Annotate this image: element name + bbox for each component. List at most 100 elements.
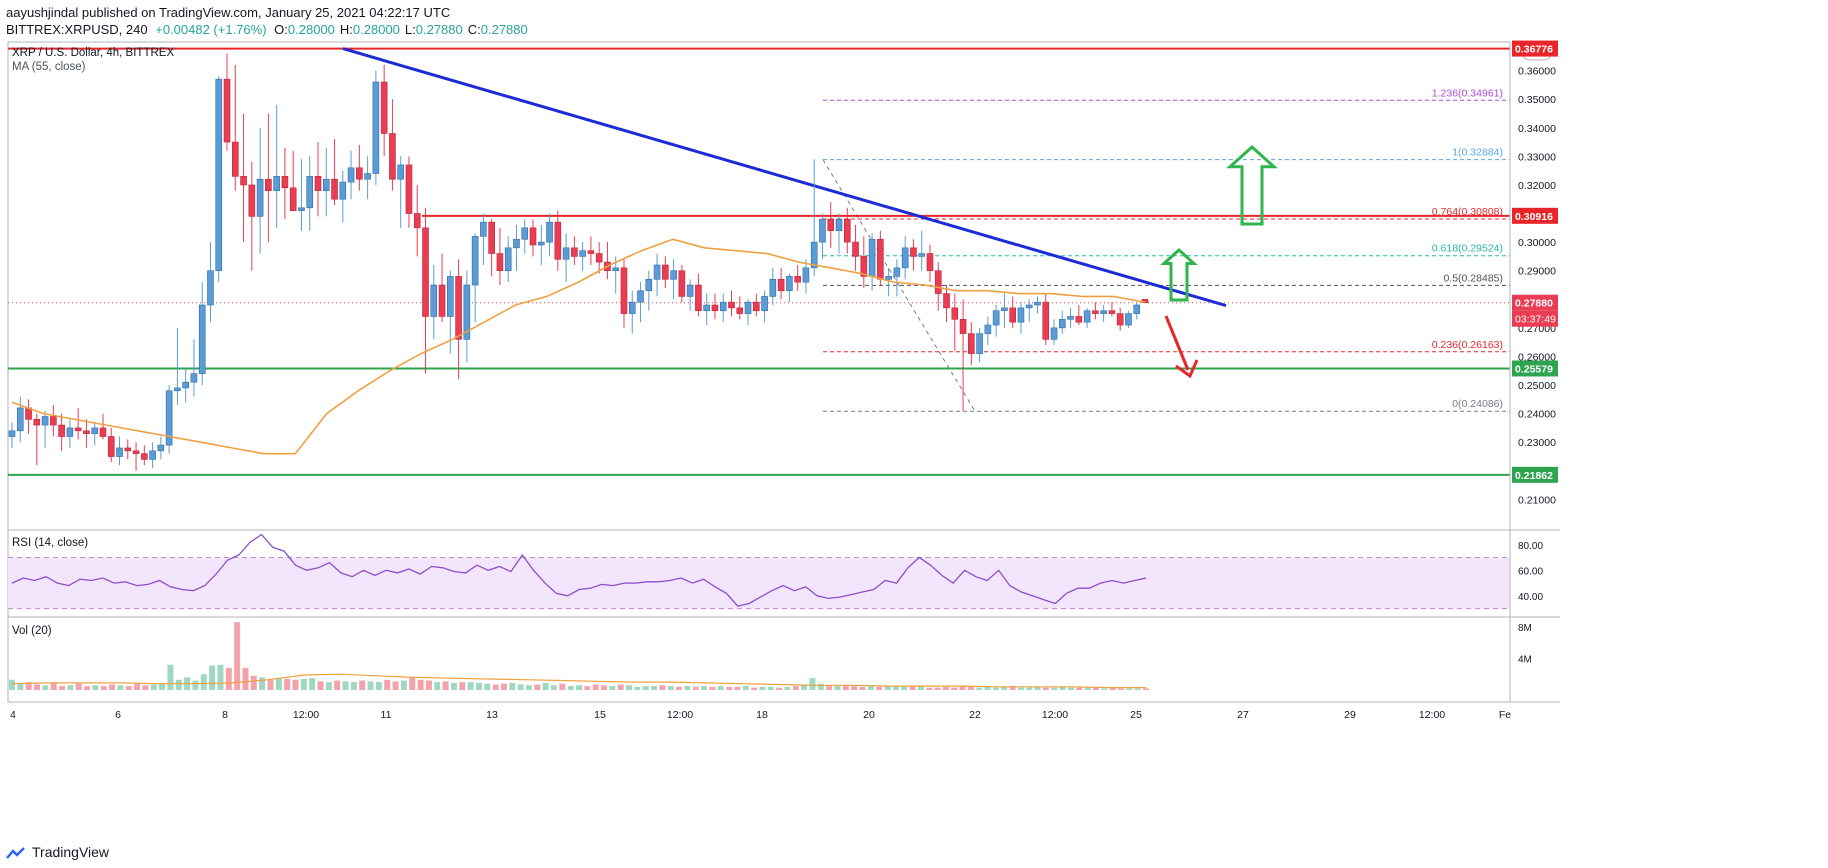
- rsi-title: RSI (14, close): [12, 537, 88, 549]
- volume-bar: [525, 685, 532, 690]
- volume-bar: [609, 686, 616, 690]
- volume-bar: [200, 674, 207, 690]
- fib-level-label: 1.236(0.34961): [1432, 87, 1503, 99]
- volume-bar: [342, 681, 349, 690]
- candle-body: [207, 270, 214, 306]
- price-axis-tick: 0.21000: [1518, 494, 1556, 506]
- volume-bar: [250, 675, 257, 690]
- volume-bar: [375, 682, 382, 690]
- volume-bar: [1101, 688, 1108, 690]
- candle-body: [422, 227, 429, 317]
- price-axis-tick: 0.36000: [1518, 66, 1556, 78]
- price-tag: [1512, 466, 1558, 483]
- price-tag-label: 0.21862: [1515, 470, 1553, 482]
- candle-body: [943, 293, 950, 309]
- candle-body: [893, 267, 901, 277]
- volume-bar: [134, 683, 141, 690]
- volume-bar: [884, 686, 891, 690]
- volume-bar: [834, 686, 841, 690]
- volume-bar: [751, 687, 758, 690]
- volume-bar: [817, 683, 824, 690]
- volume-bar: [434, 682, 441, 690]
- volume-bar: [350, 682, 357, 690]
- candle-body: [786, 276, 793, 292]
- tradingview-logo[interactable]: [6, 846, 26, 860]
- candle-body: [281, 176, 289, 189]
- ohlc-value: 0.27880: [415, 22, 463, 37]
- candle-body: [728, 301, 735, 309]
- countdown-label: 03:37:49: [1515, 314, 1556, 326]
- ohlc-values: O:0.28000 H:0.28000 L:0.27880 C:0.27880: [274, 22, 533, 37]
- candle-body: [810, 241, 818, 269]
- candle-body: [198, 304, 206, 374]
- volume-bar: [417, 679, 424, 690]
- volume-bar: [792, 686, 799, 690]
- fib-level-label: 0(0.24086): [1452, 398, 1503, 410]
- volume-bar: [826, 685, 833, 690]
- volume-bar: [1143, 688, 1149, 690]
- time-axis-tick: 12:00: [667, 709, 693, 721]
- candle-body: [116, 447, 123, 457]
- time-axis-tick: 15: [594, 709, 606, 721]
- candle-body: [256, 178, 264, 217]
- candle-body: [1116, 313, 1124, 326]
- volume-bar: [484, 683, 491, 690]
- brand-name[interactable]: TradingView: [32, 844, 110, 860]
- volume-bar: [742, 686, 749, 690]
- candle-body: [678, 270, 686, 297]
- fib-level-label: 0.618(0.29524): [1432, 243, 1503, 255]
- time-axis-tick: 6: [115, 709, 121, 721]
- price-tag-label: 0.36776: [1515, 44, 1553, 56]
- volume-bar: [175, 679, 182, 690]
- rsi-line: [11, 533, 1147, 607]
- time-axis-tick: 20: [863, 709, 875, 721]
- candle-body: [1050, 327, 1058, 340]
- candle-body: [918, 253, 926, 257]
- candle-body: [182, 381, 189, 389]
- candle-body: [107, 436, 115, 457]
- ohlc-label: O:: [274, 22, 288, 37]
- candle-body: [571, 247, 578, 257]
- time-axis-tick: 25: [1130, 709, 1142, 721]
- candle-body: [1083, 310, 1091, 323]
- volume-bar: [67, 685, 74, 690]
- candle-body: [802, 267, 810, 283]
- price-axis-tick: 0.30000: [1518, 237, 1556, 249]
- candle-body: [711, 304, 719, 312]
- volume-bar: [542, 682, 549, 690]
- time-axis-tick: 8: [222, 709, 228, 721]
- candle-body: [372, 81, 380, 174]
- volume-bar: [467, 682, 474, 690]
- candle-body: [165, 390, 173, 446]
- volume-bar: [192, 680, 199, 690]
- volume-bar: [267, 679, 274, 690]
- fib-level-label: 0.5(0.28485): [1443, 272, 1503, 284]
- volume-bar: [400, 680, 407, 690]
- candle-body: [513, 238, 520, 249]
- volume-bar: [959, 686, 966, 690]
- candle-body: [554, 221, 562, 260]
- candle-body: [1133, 304, 1141, 314]
- candle-body: [66, 427, 74, 437]
- candle-body: [926, 253, 934, 272]
- candle-body: [215, 78, 223, 272]
- candle-body: [240, 176, 247, 186]
- candle-body: [157, 444, 165, 452]
- volume-bar: [100, 686, 107, 690]
- rsi-axis-tick: 80.00: [1518, 541, 1543, 552]
- green-up-arrow-small: [1160, 247, 1198, 302]
- candle-body: [529, 227, 537, 246]
- ma-55-line: [11, 238, 1146, 455]
- candle-body: [1125, 313, 1132, 326]
- volume-bar: [992, 687, 999, 690]
- candle-body: [447, 276, 454, 317]
- candle-body: [8, 430, 16, 437]
- volume-title: Vol (20): [12, 625, 52, 637]
- candle-body: [595, 253, 603, 263]
- candle-body: [769, 278, 777, 297]
- publisher-name[interactable]: aayushjindal: [6, 5, 79, 20]
- volume-bar: [809, 678, 816, 690]
- candle-body: [1092, 310, 1099, 314]
- candle-body: [934, 270, 942, 294]
